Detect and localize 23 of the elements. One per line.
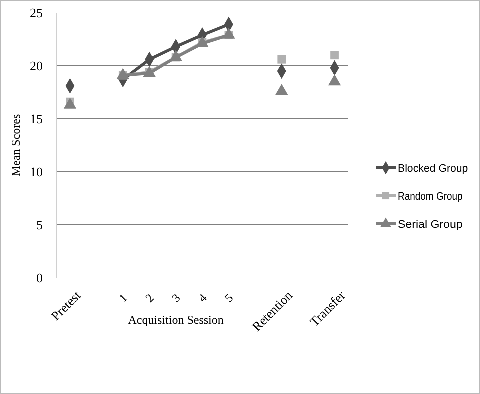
y-tick-label: 5: [36, 218, 43, 233]
x-tick-label: 4: [196, 291, 210, 306]
point: [328, 74, 342, 86]
y-tick-label: 25: [30, 6, 43, 21]
x-tick-label: 3: [169, 291, 184, 306]
y-tick-label: 10: [30, 164, 43, 180]
point: [276, 84, 288, 96]
y-tick-label: 15: [30, 112, 43, 127]
x-axis-title: Acquisition Session: [128, 313, 224, 327]
point: [278, 55, 286, 64]
point: [170, 50, 182, 62]
y-tick-label: 0: [36, 270, 43, 286]
x-tick-label: 5: [222, 291, 236, 306]
legend-label: Random Group: [398, 190, 474, 203]
point: [116, 68, 130, 80]
point: [330, 51, 339, 60]
point: [64, 98, 77, 109]
legend-label: Serial Group: [398, 218, 463, 231]
y-axis-title: Mean Scores: [9, 114, 23, 177]
y-tick-label: 20: [30, 58, 43, 74]
x-tick-label: 2: [142, 291, 157, 306]
legend-label: Blocked Group: [398, 162, 471, 175]
x-tick-label: 1: [116, 291, 130, 306]
